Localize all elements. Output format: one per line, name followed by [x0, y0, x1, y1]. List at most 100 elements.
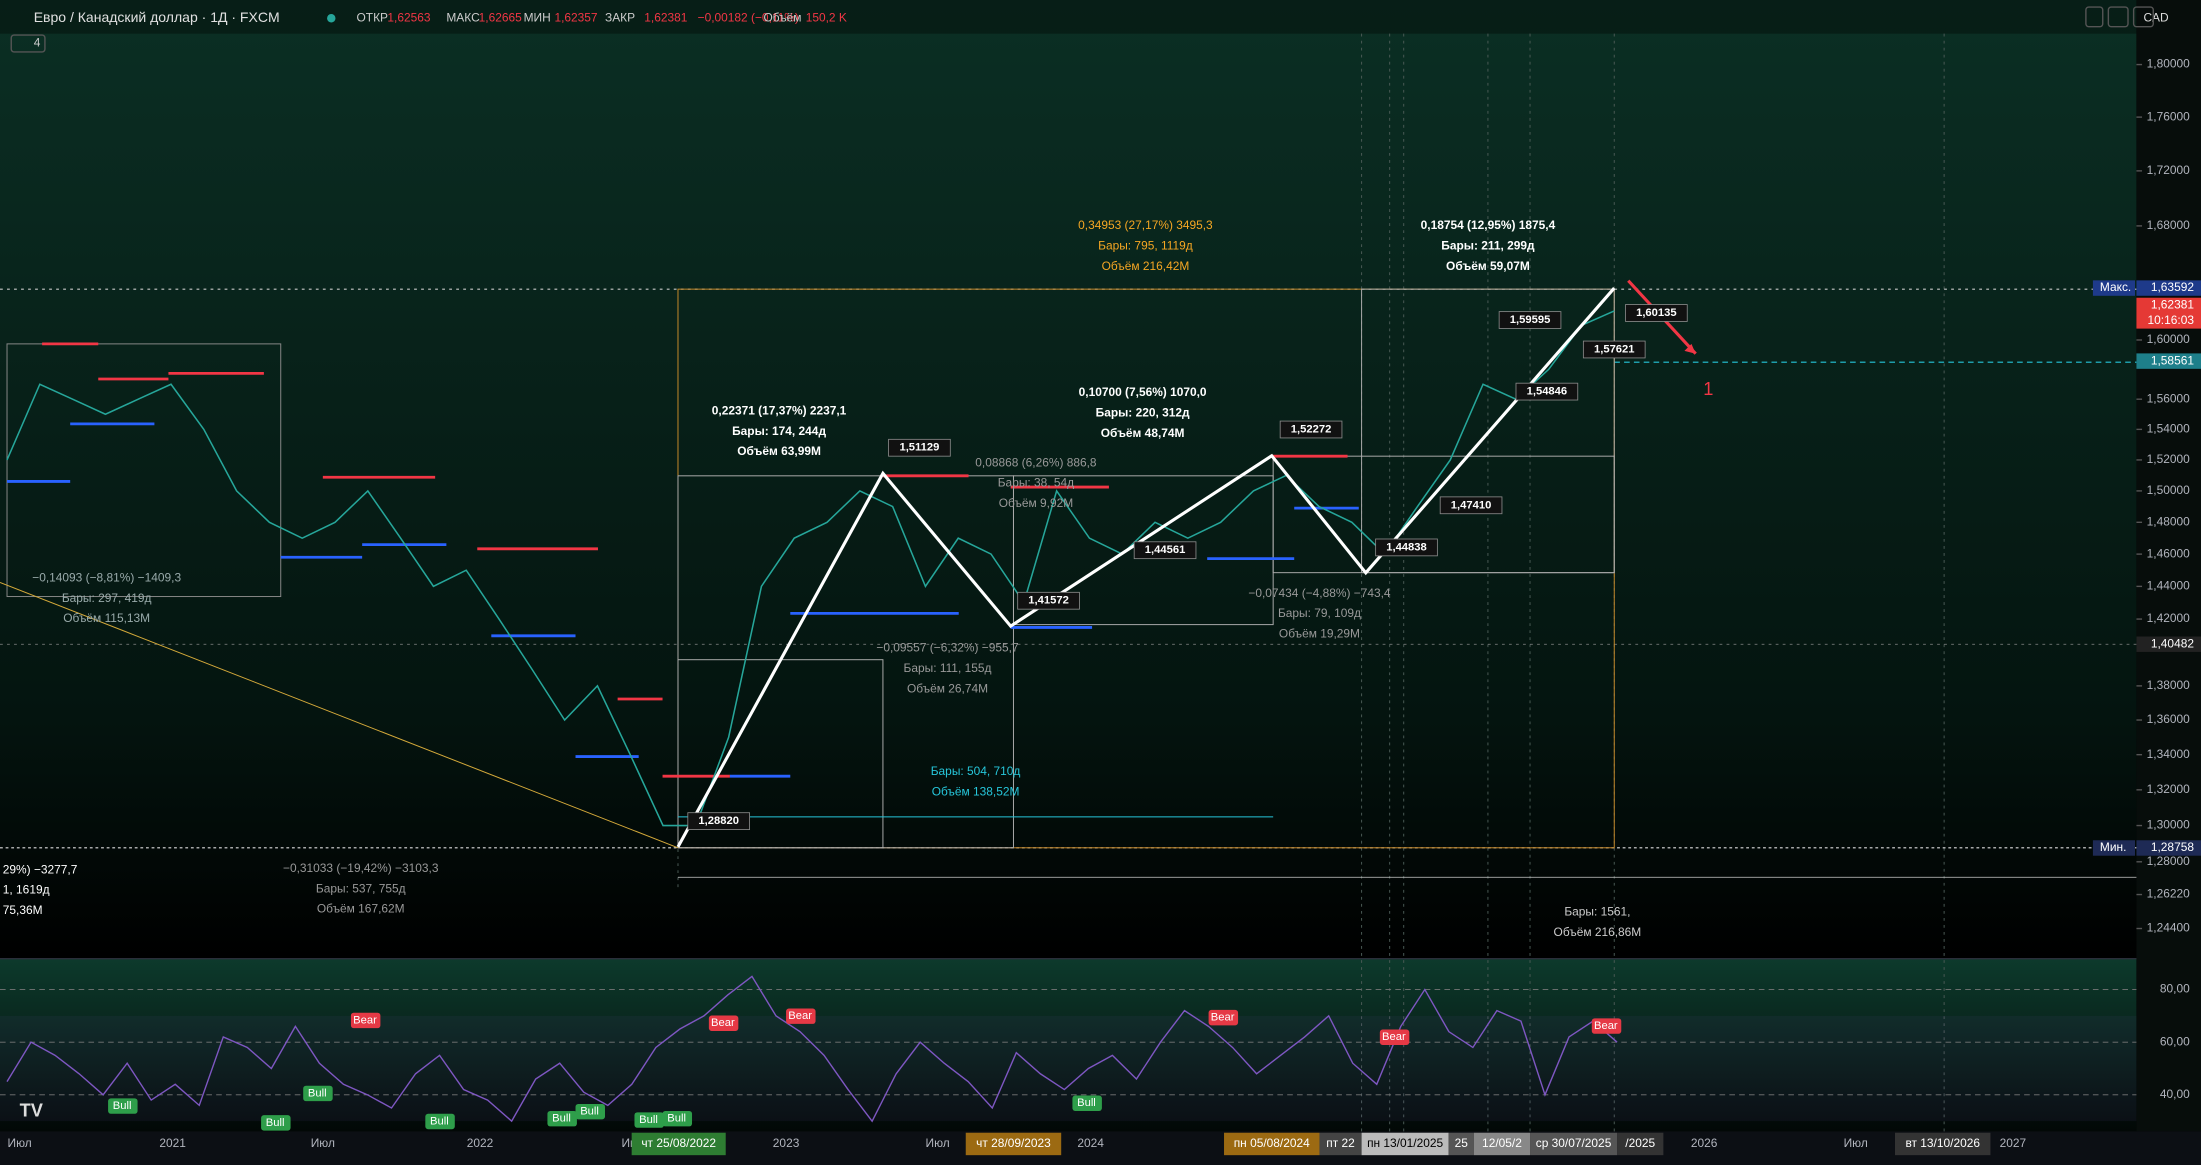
indicator-count: 4: [34, 36, 41, 50]
time-highlight: [965, 1132, 1062, 1156]
marker-tag-label: Мин.: [2100, 840, 2127, 854]
price-line: [6, 310, 1615, 827]
price-marker-label: 1,62381: [2151, 298, 2194, 312]
indicator-toggle[interactable]: [10, 34, 46, 53]
signal-label: Bull: [430, 1115, 449, 1127]
header-bar: [0, 0, 2137, 34]
time-label: 2022: [467, 1136, 494, 1150]
ohlc-name: ЗАКР: [605, 10, 635, 24]
price-tick-label: 1,50000: [2147, 483, 2190, 497]
measure-label: −0,07434 (−4,88%) −743,4: [1248, 586, 1391, 600]
signal-tag: [1208, 1009, 1239, 1026]
price-box: [1439, 496, 1503, 515]
price-marker-label: 1,28758: [2151, 840, 2194, 854]
time-label: Июл: [8, 1136, 32, 1150]
price-box: [1375, 538, 1438, 557]
price-box: [888, 438, 951, 457]
price-marker-label: 1,58561: [2151, 353, 2194, 367]
ohlc-value: 1,62563: [387, 10, 430, 24]
rsi-line: [6, 975, 1618, 1123]
volume-name: Объём: [764, 10, 802, 24]
signal-label: Bear: [1594, 1020, 1618, 1032]
price-marker: [2136, 280, 2201, 296]
time-highlight-label: пн 05/08/2024: [1234, 1136, 1310, 1150]
button[interactable]: [2107, 6, 2129, 28]
measure-label: 29%) −3277,7: [3, 862, 78, 876]
time-label: Июл: [1844, 1136, 1868, 1150]
measure-label: Объём 216,86M: [1554, 925, 1642, 939]
change: −0,00182 (−0,11%): [698, 10, 799, 24]
time-highlight-label: чт 28/09/2023: [976, 1136, 1051, 1150]
price-tick-label: 1,72000: [2147, 163, 2190, 177]
currency: CAD: [2143, 10, 2169, 24]
rsi-band: [0, 1015, 2137, 1122]
signal-tag: [634, 1112, 664, 1128]
price-box: [1279, 420, 1343, 439]
button[interactable]: [2085, 6, 2104, 28]
price-box-label: 1,52272: [1291, 423, 1332, 435]
measure-label: 0,10700 (7,56%) 1070,0: [1079, 385, 1207, 399]
price-box-label: 1,44838: [1386, 541, 1427, 553]
price-box: [1017, 591, 1080, 610]
price-box-label: 1,54846: [1527, 386, 1568, 398]
signal-tag: [1591, 1018, 1622, 1034]
price-tick-label: 1,32000: [2147, 782, 2190, 796]
signal-tag: [425, 1113, 455, 1130]
signal-tag: [350, 1012, 381, 1029]
price-tick-label: 1,60000: [2147, 332, 2190, 346]
price-tick-label: 1,54000: [2147, 422, 2190, 436]
measure-label: 75,36M: [3, 903, 43, 917]
rsi-pane: [0, 958, 2137, 1132]
price-marker-time: 10:16:03: [2148, 313, 2195, 327]
status-dot: [327, 14, 336, 23]
price-scale: [2136, 0, 2201, 1132]
signal-label: Bull: [113, 1100, 132, 1112]
marker-tag: [2092, 840, 2136, 856]
time-highlight: [1448, 1132, 1474, 1156]
logo: TV: [20, 1099, 44, 1120]
time-label: 2021: [159, 1136, 186, 1150]
price-tick-label: 1,42000: [2147, 611, 2190, 625]
signal-tag: [303, 1085, 333, 1102]
price-tick-label: 1,24400: [2147, 921, 2190, 935]
signal-label: Bear: [788, 1010, 812, 1022]
price-tick-label: 1,46000: [2147, 546, 2190, 560]
time-highlight-label: ср 30/07/2025: [1536, 1136, 1612, 1150]
measure-label: Объём 63,99M: [737, 444, 821, 458]
measure-label: 0,18754 (12,95%) 1875,4: [1421, 218, 1556, 232]
signal-label: Bull: [552, 1113, 571, 1125]
price-box-label: 1,57621: [1594, 343, 1635, 355]
rsi-tick-label: 40,00: [2160, 1087, 2190, 1101]
measure-label: 1, 1619д: [3, 883, 50, 897]
time-label: 2023: [773, 1136, 800, 1150]
ohlc-value: 1,62357: [554, 10, 597, 24]
time-scale: [0, 1131, 2201, 1165]
signal-tag: [786, 1008, 816, 1024]
ohlc-name: ОТКР: [357, 10, 389, 24]
measure-label: 0,34953 (27,17%) 3495,3: [1078, 218, 1213, 232]
measure-label: Бары: 38, 54д: [998, 476, 1074, 490]
price-box: [1133, 541, 1197, 560]
ohlc-value: 1,62381: [644, 10, 687, 24]
signal-tag: [261, 1115, 291, 1131]
price-tick-label: 1,26220: [2147, 887, 2190, 901]
ohlc-name: МИН: [524, 10, 551, 24]
price-box-label: 1,28820: [698, 815, 739, 827]
signal-label: Bull: [1077, 1097, 1096, 1109]
measure-label: Объём 19,29M: [1279, 627, 1360, 641]
price-tick-label: 1,52000: [2147, 452, 2190, 466]
marker-tag: [2092, 280, 2136, 296]
measure-label: 0,22371 (17,37%) 2237,1: [712, 403, 847, 417]
price-marker: [2136, 353, 2201, 369]
button[interactable]: [2132, 6, 2154, 28]
signal-label: Bull: [266, 1117, 285, 1129]
time-label: 2026: [1691, 1136, 1718, 1150]
price-tick-label: 1,44000: [2147, 579, 2190, 593]
signal-tag: [108, 1098, 138, 1114]
price-tick-label: 1,80000: [2147, 57, 2190, 71]
price-tick-label: 1,56000: [2147, 391, 2190, 405]
time-highlight: [1319, 1132, 1362, 1156]
price-tick-label: 1,38000: [2147, 678, 2190, 692]
price-tick-label: 1,76000: [2147, 109, 2190, 123]
